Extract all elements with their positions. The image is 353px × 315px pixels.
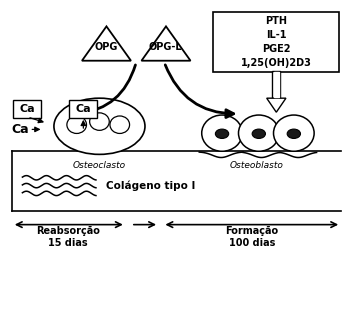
FancyBboxPatch shape: [273, 71, 280, 98]
Ellipse shape: [287, 129, 300, 139]
FancyBboxPatch shape: [13, 100, 41, 118]
Circle shape: [202, 115, 243, 151]
Ellipse shape: [215, 129, 229, 139]
Ellipse shape: [54, 98, 145, 154]
Text: Ca: Ca: [12, 123, 29, 136]
Polygon shape: [142, 26, 191, 61]
Circle shape: [274, 115, 314, 151]
FancyBboxPatch shape: [69, 100, 97, 118]
Polygon shape: [267, 98, 286, 112]
Circle shape: [239, 115, 279, 151]
FancyBboxPatch shape: [213, 12, 339, 72]
Circle shape: [67, 116, 86, 134]
Text: Osteoclasto: Osteoclasto: [73, 161, 126, 170]
Polygon shape: [82, 26, 131, 61]
Text: OPG: OPG: [95, 42, 118, 52]
Text: Ca: Ca: [19, 104, 35, 114]
Ellipse shape: [252, 129, 265, 139]
Polygon shape: [274, 72, 279, 97]
Text: Formação
100 dias: Formação 100 dias: [225, 226, 279, 248]
Text: Osteoblasto: Osteoblasto: [230, 161, 284, 170]
Text: Reabsorção
15 dias: Reabsorção 15 dias: [36, 226, 100, 248]
Circle shape: [90, 113, 109, 130]
Text: PTH
IL-1
PGE2
1,25(OH)2D3: PTH IL-1 PGE2 1,25(OH)2D3: [241, 16, 312, 68]
Text: ØPG-L: ØPG-L: [149, 42, 183, 52]
Text: Colágeno tipo I: Colágeno tipo I: [107, 180, 196, 191]
Text: Ca: Ca: [76, 104, 91, 114]
Circle shape: [110, 116, 130, 134]
